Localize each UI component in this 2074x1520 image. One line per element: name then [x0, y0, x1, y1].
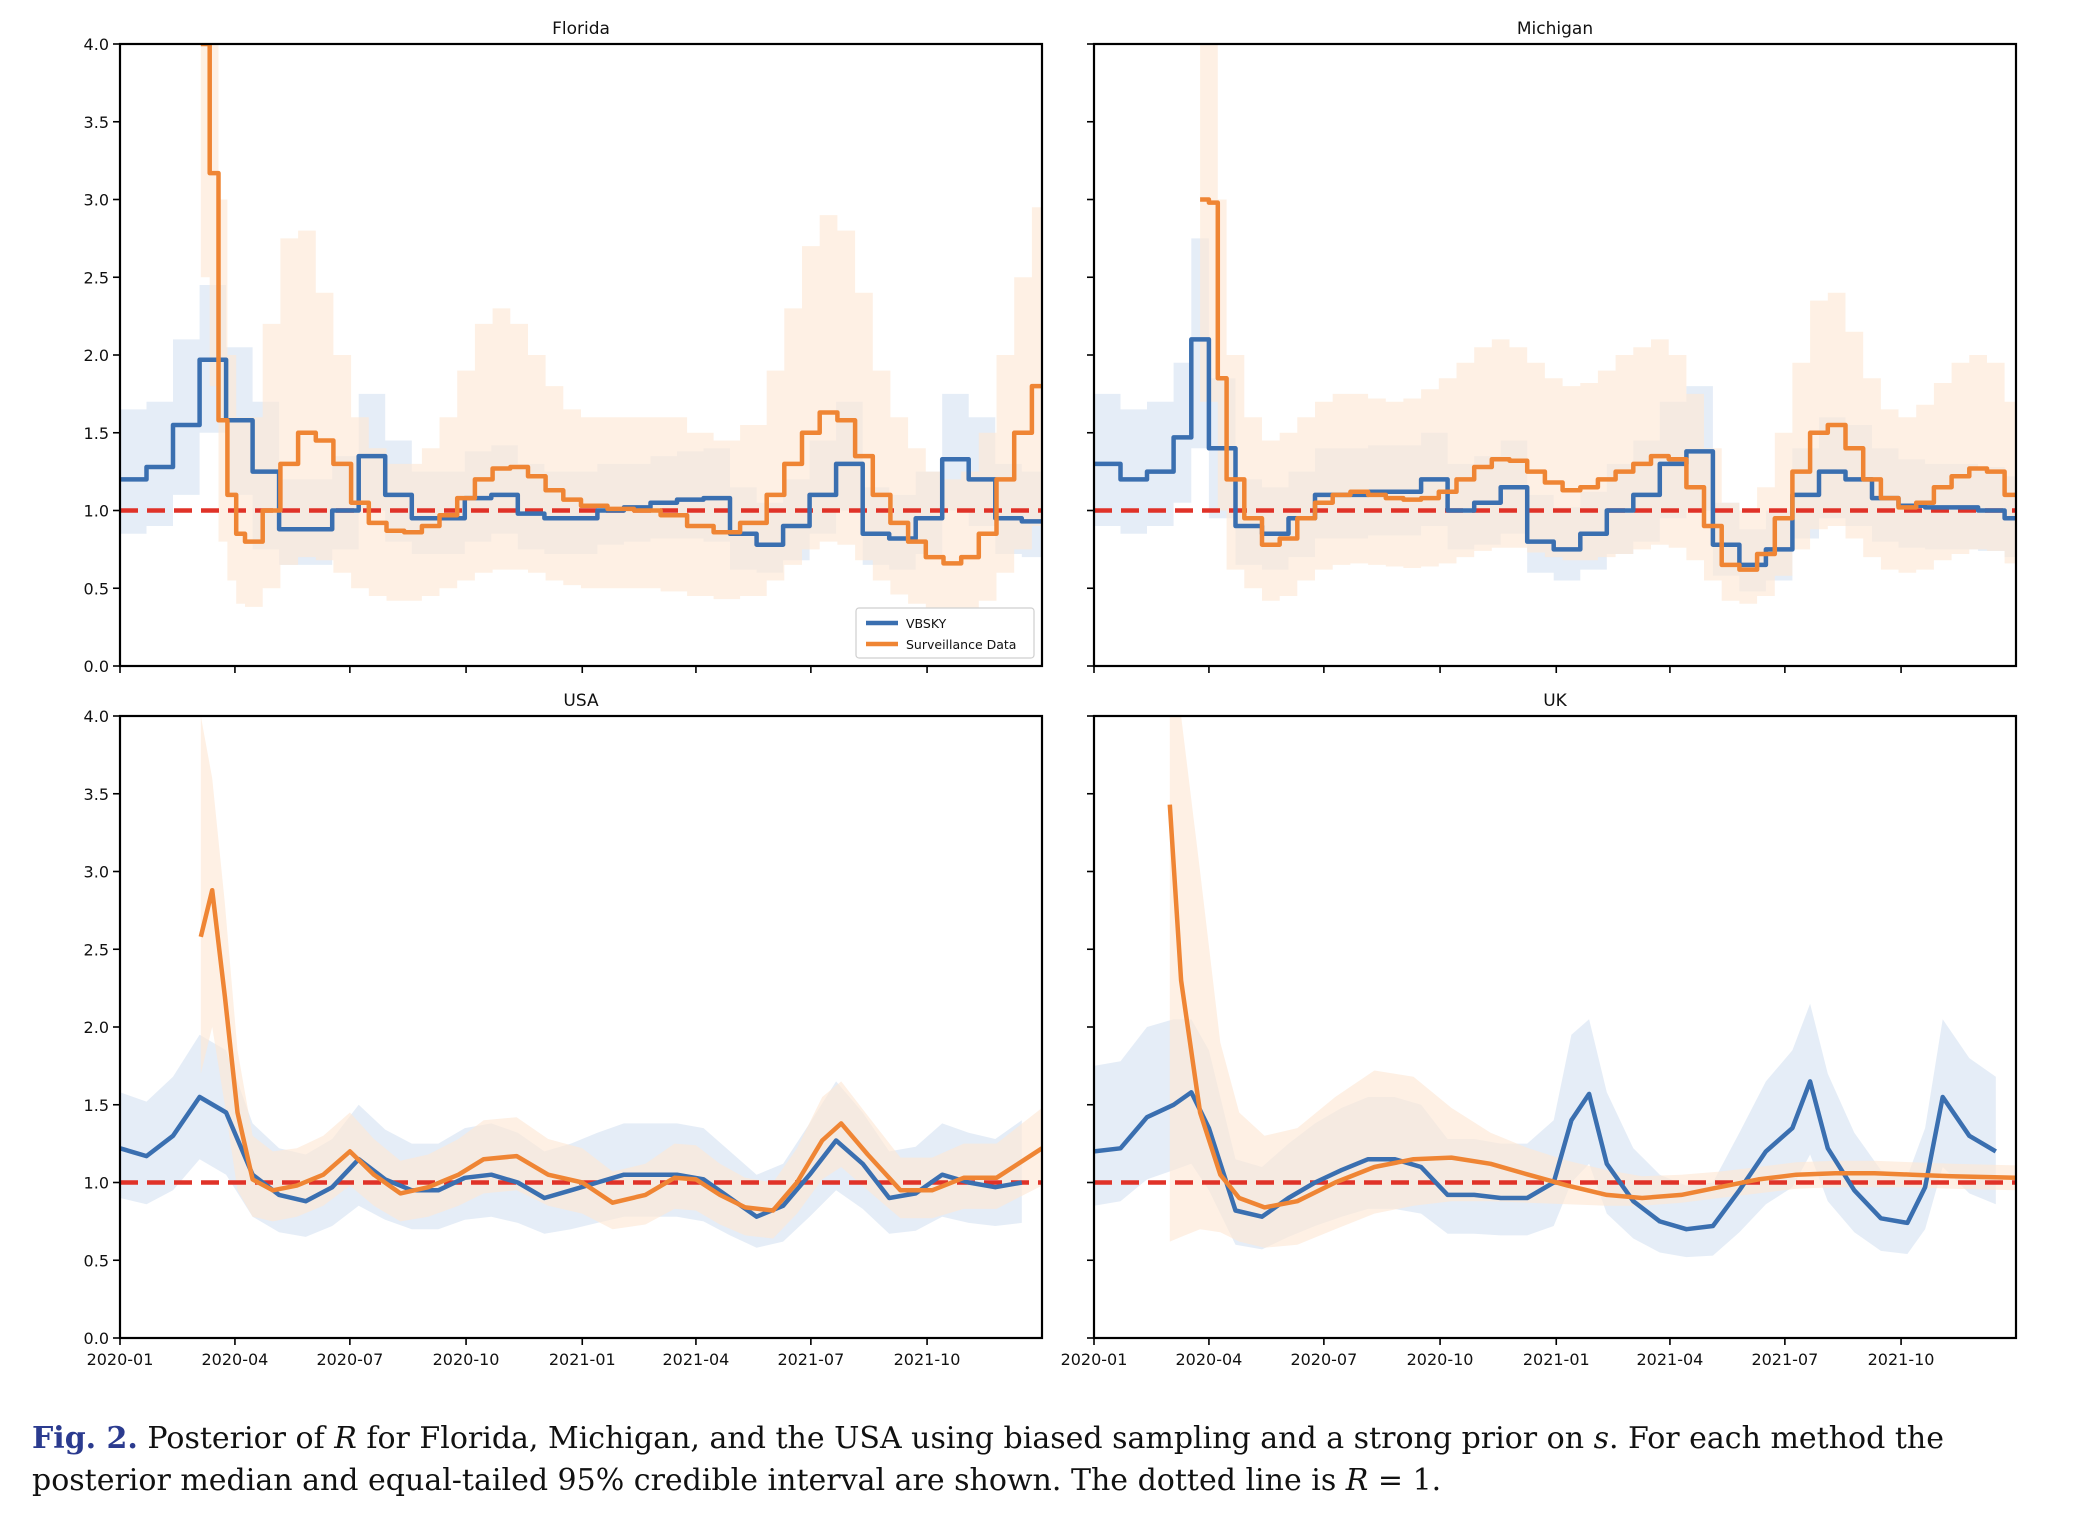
caption-equation: = 1. [1368, 1463, 1442, 1498]
vbsky-median-line [1094, 1079, 1997, 1232]
panel-michigan: Michigan [1087, 19, 2018, 673]
x-tick-label: 2021-07 [777, 1350, 844, 1369]
x-tick-label: 2020-01 [1061, 1350, 1128, 1369]
legend-label: Surveillance Data [906, 637, 1016, 652]
plot-area [1094, 716, 2016, 1258]
figure-caption: Fig. 2. Posterior of R for Florida, Mich… [32, 1418, 2042, 1502]
surveillance-median-line [1167, 804, 2016, 1210]
panel-florida: Florida 0.0 0.5 1.0 1.5 2.0 2.5 3.0 3.5 4.0 [84, 19, 1044, 676]
legend-label: VBSKY [906, 616, 947, 631]
x-tick-label: 2020-10 [433, 1350, 500, 1369]
plot-area [120, 716, 1042, 1248]
plot-area [1094, 44, 2016, 604]
figure-canvas: Florida 0.0 0.5 1.0 1.5 2.0 2.5 3.0 3.5 4.0 Michig… [84, 19, 2018, 1369]
caption-label: Fig. 2. [32, 1421, 138, 1456]
y-tick-label: 1.5 [84, 424, 109, 443]
y-tick-label: 1.5 [84, 1096, 109, 1115]
plot-area [120, 44, 1042, 615]
caption-text-3: . For each method the posterior median a… [32, 1421, 1944, 1498]
caption-r-symbol-2: R [1345, 1463, 1369, 1498]
x-tick-label: 2020-07 [1290, 1350, 1357, 1369]
panel-title: Michigan [1517, 19, 1593, 39]
x-tick-label: 2020-04 [202, 1350, 269, 1369]
panel-title: USA [563, 691, 599, 711]
surveillance-credible-band [200, 44, 1042, 615]
legend: VBSKY Surveillance Data [855, 607, 1035, 659]
x-tick-label: 2021-10 [894, 1350, 961, 1369]
y-tick-label: 4.0 [84, 35, 109, 54]
y-tick-label: 3.5 [84, 113, 109, 132]
x-tick-label: 2021-04 [1637, 1350, 1704, 1369]
caption-s-symbol: s [1593, 1421, 1609, 1456]
surveillance-median-line [200, 44, 1042, 566]
x-tick-label: 2020-07 [316, 1350, 383, 1369]
panel-title: Florida [552, 19, 610, 39]
y-tick-label: 2.0 [84, 346, 109, 365]
surveillance-median-line [198, 887, 1042, 1213]
caption-text-1: Posterior of [137, 1421, 335, 1456]
x-tick-label: 2020-10 [1407, 1350, 1474, 1369]
y-tick-label: 2.0 [84, 1018, 109, 1037]
axes-frame [118, 714, 1044, 1340]
panel-usa: USA 0.0 0.5 1.0 1.5 2.0 2.5 3.0 3.5 4.0 2020-01 202… [84, 691, 1044, 1369]
caption-text-2: for Florida, Michigan, and the USA using… [356, 1421, 1594, 1456]
x-tick-label: 2021-04 [663, 1350, 730, 1369]
panel-uk: UK 2020-01 2020-04 2020-07 2020-10 2021-01 202… [1061, 691, 2018, 1369]
y-tick-label: 0.0 [84, 1329, 109, 1348]
x-tick-label: 2021-01 [549, 1350, 616, 1369]
y-tick-label: 3.0 [84, 191, 109, 210]
x-tick-label: 2021-01 [1523, 1350, 1590, 1369]
legend-box [855, 607, 1035, 659]
y-tick-label: 3.5 [84, 785, 109, 804]
surveillance-credible-band [200, 716, 1042, 1239]
y-tick-label: 0.5 [84, 579, 109, 598]
panel-title: UK [1543, 691, 1567, 711]
y-tick-label: 1.0 [84, 1174, 109, 1193]
x-tick-label: 2020-01 [87, 1350, 154, 1369]
y-tick-label: 3.0 [84, 863, 109, 882]
surveillance-median-line [1200, 197, 2016, 572]
y-tick-label: 4.0 [84, 707, 109, 726]
x-tick-label: 2020-04 [1176, 1350, 1243, 1369]
y-tick-label: 0.5 [84, 1251, 109, 1270]
x-tick-label: 2021-07 [1751, 1350, 1818, 1369]
y-tick-label: 1.0 [84, 502, 109, 521]
x-tick-label: 2021-10 [1868, 1350, 1935, 1369]
y-tick-label: 2.5 [84, 940, 109, 959]
y-tick-label: 0.0 [84, 657, 109, 676]
y-tick-label: 2.5 [84, 268, 109, 287]
surveillance-credible-band [1169, 716, 2016, 1248]
caption-r-symbol: R [334, 1421, 357, 1456]
